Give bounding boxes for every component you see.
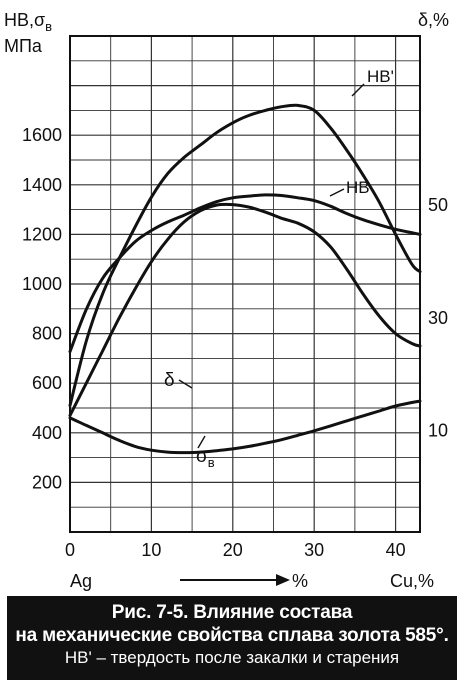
y-left-tick-label: 1200 [22, 224, 62, 244]
x-direction-arrowhead [276, 574, 290, 586]
figure-caption: Рис. 7-5. Влияние состава на механически… [7, 596, 457, 680]
x-left-label: Ag [70, 571, 92, 591]
series-label-delta: δ [164, 370, 175, 391]
y-right-tick-label: 30 [428, 308, 448, 328]
grid [70, 36, 420, 532]
y-left-tick-label: 600 [32, 373, 62, 393]
series-line-hb-prime [68, 103, 422, 407]
series-label-hb: НВ [346, 178, 370, 197]
leader-hb-prime [351, 83, 365, 97]
x-right-label: Cu,% [390, 571, 434, 591]
series-label-hb-prime: НВ' [367, 67, 394, 86]
x-tick-label: 30 [304, 540, 324, 560]
series-line-sigma [68, 399, 422, 455]
y-right-tick-label: 10 [428, 421, 448, 441]
leader-delta [178, 379, 193, 389]
x-tick-label: 0 [65, 540, 75, 560]
series-line-hb [68, 202, 422, 417]
x-tick-label: 40 [386, 540, 406, 560]
x-axis-percent-label: % [292, 571, 308, 591]
series-lines [68, 103, 422, 455]
y-left-unit-label: МПа [4, 36, 43, 56]
chart-background [0, 0, 464, 596]
x-tick-label: 10 [141, 540, 161, 560]
y-left-tick-label: 1400 [22, 175, 62, 195]
y-left-tick-label: 400 [32, 423, 62, 443]
leader-hb [329, 188, 345, 197]
caption-line-2: на механические свойства сплава золота 5… [15, 625, 449, 646]
y-right-axis-label: δ,% [418, 10, 449, 30]
x-tick-label: 20 [223, 540, 243, 560]
y-right-tick-label: 50 [428, 195, 448, 215]
y-left-tick-label: 800 [32, 324, 62, 344]
chart-svg: 0 10 20 30 40 200 400 600 800 1000 1200 1400 1600 10 3… [0, 0, 464, 596]
tick-labels: 0 10 20 30 40 200 400 600 800 1000 1200 1400 1600 10 3… [22, 125, 448, 560]
caption-line-1: Рис. 7-5. Влияние состава [111, 602, 353, 623]
leader-sigma [197, 435, 206, 449]
y-left-axis-label: НВ,σв [4, 10, 52, 34]
series-line-delta [68, 193, 422, 354]
series-label-sigma: σв [196, 446, 215, 470]
caption-line-3: НВ' – твердость после закалки и старения [64, 648, 400, 667]
y-left-tick-label: 1000 [22, 274, 62, 294]
plot-frame [69, 35, 421, 533]
y-left-tick-label: 1600 [22, 125, 62, 145]
y-left-tick-label: 200 [32, 472, 62, 492]
